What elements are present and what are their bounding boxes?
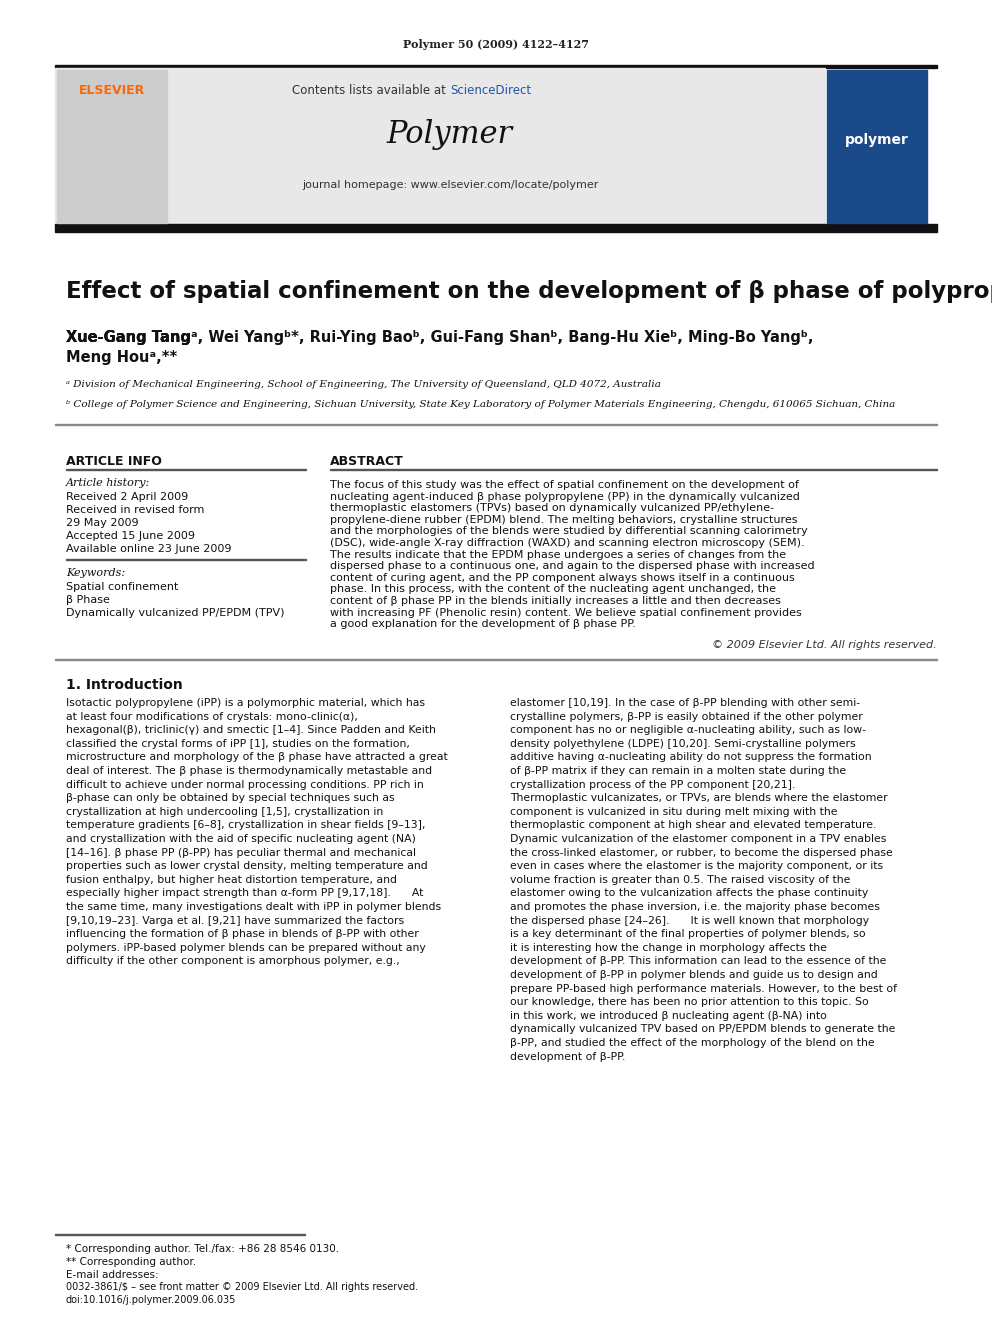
Text: Effect of spatial confinement on the development of β phase of polypropylene: Effect of spatial confinement on the dev… [66,280,992,303]
Text: Polymer: Polymer [387,119,513,151]
Text: ABSTRACT: ABSTRACT [330,455,404,468]
Text: ᵇ College of Polymer Science and Engineering, Sichuan University, State Key Labo: ᵇ College of Polymer Science and Enginee… [66,400,895,409]
Text: ScienceDirect: ScienceDirect [450,83,531,97]
Text: ᵃ Division of Mechanical Engineering, School of Engineering, The University of Q: ᵃ Division of Mechanical Engineering, Sc… [66,380,661,389]
Bar [57,70,167,224]
Text: 1. Introduction: 1. Introduction [66,677,183,692]
Text: polymer: polymer [845,134,909,147]
Text: * Corresponding author. Tel./fax: +86 28 8546 0130.: * Corresponding author. Tel./fax: +86 28… [66,1244,339,1254]
Text: ELSEVIER: ELSEVIER [79,83,145,97]
Text: 29 May 2009: 29 May 2009 [66,519,139,528]
Text: ARTICLE INFO: ARTICLE INFO [66,455,162,468]
Text: Contents lists available at: Contents lists available at [293,83,450,97]
Text: Received in revised form: Received in revised form [66,505,204,515]
Text: elastomer [10,19]. In the case of β-PP blending with other semi-
crystalline pol: elastomer [10,19]. In the case of β-PP b… [510,699,897,1061]
Text: β Phase: β Phase [66,595,110,605]
Text: 0032-3861/$ – see front matter © 2009 Elsevier Ltd. All rights reserved.: 0032-3861/$ – see front matter © 2009 El… [66,1282,418,1293]
Text: Available online 23 June 2009: Available online 23 June 2009 [66,544,231,554]
Text: Xue-Gang Tang: Xue-Gang Tang [66,329,190,345]
Text: Xue-Gang Tangᵃ, Wei Yangᵇ*, Rui-Ying Baoᵇ, Gui-Fang Shanᵇ, Bang-Hu Xieᵇ, Ming-Bo: Xue-Gang Tangᵃ, Wei Yangᵇ*, Rui-Ying Bao… [66,329,813,345]
Text: ** Corresponding author.: ** Corresponding author. [66,1257,196,1267]
Text: doi:10.1016/j.polymer.2009.06.035: doi:10.1016/j.polymer.2009.06.035 [66,1295,236,1304]
Text: Article history:: Article history: [66,478,150,488]
Text: E-mail addresses:: E-mail addresses: [66,1270,162,1279]
Text: The focus of this study was the effect of spatial confinement on the development: The focus of this study was the effect o… [330,480,814,630]
Text: Xue-Gang Tang: Xue-Gang Tang [66,329,190,345]
Text: © 2009 Elsevier Ltd. All rights reserved.: © 2009 Elsevier Ltd. All rights reserved… [712,640,937,650]
Text: Accepted 15 June 2009: Accepted 15 June 2009 [66,531,195,541]
Text: Polymer 50 (2009) 4122–4127: Polymer 50 (2009) 4122–4127 [403,40,589,50]
Bar [55,67,825,225]
Bar [55,224,937,232]
Text: Meng Houᵃ,**: Meng Houᵃ,** [66,351,178,365]
Text: Keywords:: Keywords: [66,568,125,578]
Bar [827,70,927,224]
Text: Spatial confinement: Spatial confinement [66,582,179,591]
Text: Dynamically vulcanized PP/EPDM (TPV): Dynamically vulcanized PP/EPDM (TPV) [66,609,285,618]
Text: journal homepage: www.elsevier.com/locate/polymer: journal homepage: www.elsevier.com/locat… [302,180,598,191]
Text: Received 2 April 2009: Received 2 April 2009 [66,492,188,501]
Bar [55,65,937,67]
Text: Isotactic polypropylene (iPP) is a polymorphic material, which has
at least four: Isotactic polypropylene (iPP) is a polym… [66,699,447,966]
